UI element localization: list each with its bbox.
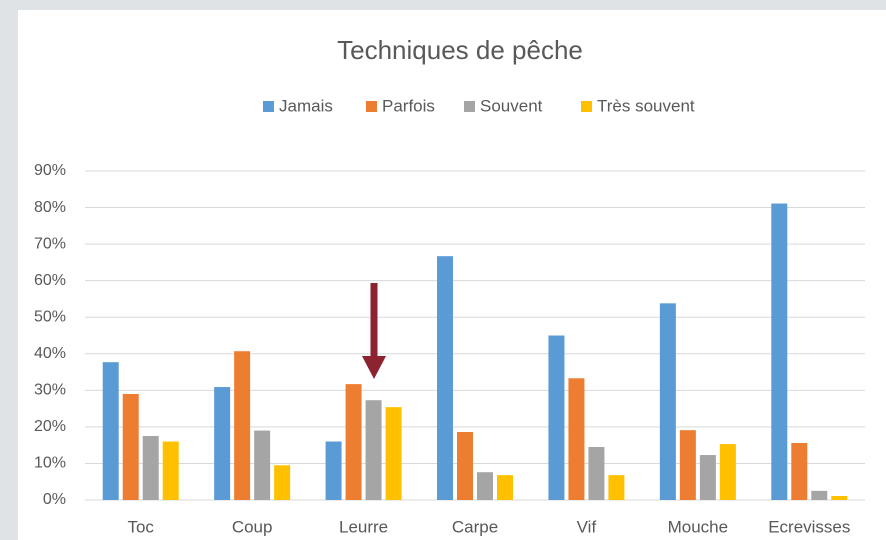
bar <box>791 442 808 500</box>
bar <box>162 441 179 500</box>
bar <box>274 465 291 500</box>
bar <box>385 407 402 500</box>
bar <box>122 393 139 500</box>
bar <box>142 436 159 500</box>
x-tick-label: Mouche <box>668 517 728 536</box>
bar <box>588 446 605 500</box>
bar <box>608 475 625 500</box>
arrow <box>362 283 386 379</box>
legend-label: Parfois <box>382 96 435 115</box>
bar <box>699 455 716 500</box>
y-tick-label: 90% <box>34 162 66 179</box>
bar <box>234 351 251 500</box>
bar <box>345 384 362 500</box>
bar <box>719 444 736 500</box>
y-tick-label: 20% <box>34 418 66 435</box>
x-tick-label: Coup <box>232 517 273 536</box>
bar <box>771 203 788 501</box>
y-tick-label: 60% <box>34 272 66 289</box>
y-tick-label: 50% <box>34 308 66 325</box>
x-tick-label: Toc <box>127 517 154 536</box>
y-tick-label: 10% <box>34 455 66 472</box>
legend-swatch <box>263 101 274 112</box>
chart-title: Techniques de pêche <box>337 35 583 65</box>
legend-swatch <box>464 101 475 112</box>
bar <box>365 400 382 500</box>
legend-swatch <box>366 101 377 112</box>
legend-swatch <box>581 101 592 112</box>
bar <box>548 335 565 500</box>
bar <box>568 378 585 500</box>
x-tick-label: Leurre <box>339 517 388 536</box>
legend-label: Souvent <box>480 96 543 115</box>
bar <box>811 490 828 500</box>
bar <box>437 256 453 500</box>
bar <box>497 475 513 500</box>
y-tick-label: 70% <box>34 235 66 252</box>
bar <box>457 432 473 500</box>
x-tick-label: Ecrevisses <box>768 517 850 536</box>
x-tick-label: Vif <box>577 517 597 536</box>
bar <box>679 430 696 500</box>
bar <box>659 303 676 500</box>
bar <box>214 387 231 500</box>
plot: 0% 10% 20% 30% 40% 50% 60% 70% 80% 90% Jamais Parfo… <box>34 96 865 536</box>
legend-label: Jamais <box>279 96 333 115</box>
bar <box>102 362 119 500</box>
y-tick-label: 30% <box>34 382 66 399</box>
y-tick-label: 40% <box>34 345 66 362</box>
y-tick-label: 80% <box>34 199 66 216</box>
bar <box>325 441 342 500</box>
bar <box>831 495 848 500</box>
bar <box>477 472 493 500</box>
y-tick-label: 0% <box>43 491 66 508</box>
x-tick-label: Carpe <box>452 517 498 536</box>
bar <box>254 430 271 500</box>
legend-label: Très souvent <box>597 96 695 115</box>
